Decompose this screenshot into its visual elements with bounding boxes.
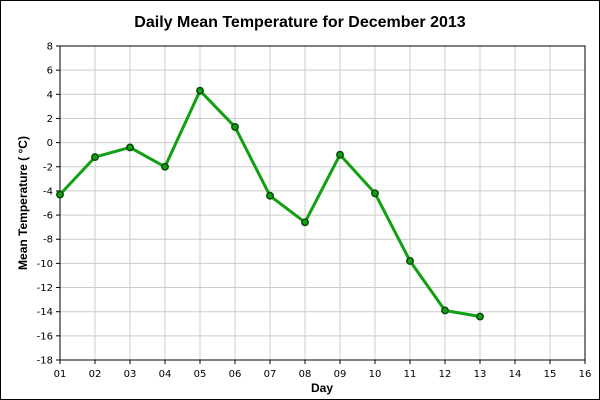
data-point [406,257,414,265]
x-tick-label: 13 [474,369,487,380]
y-tick-label: -4 [43,186,53,197]
data-point [126,143,134,152]
plot-area [59,45,586,361]
y-tick-label: -10 [37,259,53,270]
y-axis-label: Mean Temperature ( °C) [16,136,30,270]
data-point [161,162,169,171]
y-tick-label: -2 [43,162,53,173]
x-tick-label: 03 [124,369,137,380]
x-tick-label: 02 [89,369,102,380]
x-tick-label: 05 [194,369,207,380]
x-tick-label: 08 [299,369,312,380]
y-tick-label: -8 [43,235,53,246]
data-point [371,189,379,198]
y-tick-label: 4 [47,90,53,101]
x-tick-label: 07 [264,369,277,380]
data-point [196,86,204,95]
grid [59,45,586,361]
x-tick-label: 11 [404,369,417,380]
x-tick-label: 12 [439,369,452,380]
y-tick-label: 6 [47,66,53,77]
data-point [476,312,484,321]
y-tick-label: -14 [37,307,53,318]
y-tick-label: -6 [43,211,53,222]
chart-title: Daily Mean Temperature for December 2013 [134,14,466,31]
data-point [56,190,64,199]
y-tick-label: -16 [37,331,53,342]
data-point [231,122,239,131]
data-point [266,191,274,200]
data-point [301,218,309,227]
x-tick-label: 01 [54,369,67,380]
x-axis: 01 02 03 04 05 06 07 08 09 10 11 12 13 14 15 16 [54,360,592,380]
y-tick-label: 2 [47,114,53,125]
x-tick-label: 06 [229,369,242,380]
x-tick-label: 04 [159,369,172,380]
y-tick-label: -12 [37,283,53,294]
x-tick-label: 09 [334,369,347,380]
data-point [441,306,449,315]
y-tick-label: 8 [47,42,53,53]
data-point [336,150,344,159]
x-tick-label: 16 [579,369,592,380]
x-axis-label: Day [311,381,333,395]
x-tick-label: 14 [509,369,522,380]
x-tick-label: 15 [544,369,557,380]
series-group [56,86,484,321]
y-axis: -18 -16 -14 -12 -10 -8 -6 -4 -2 0 2 4 6 8 [37,42,60,367]
y-tick-label: 0 [47,138,53,149]
y-tick-label: -18 [37,356,53,367]
data-point [91,153,99,162]
x-tick-label: 10 [369,369,382,380]
